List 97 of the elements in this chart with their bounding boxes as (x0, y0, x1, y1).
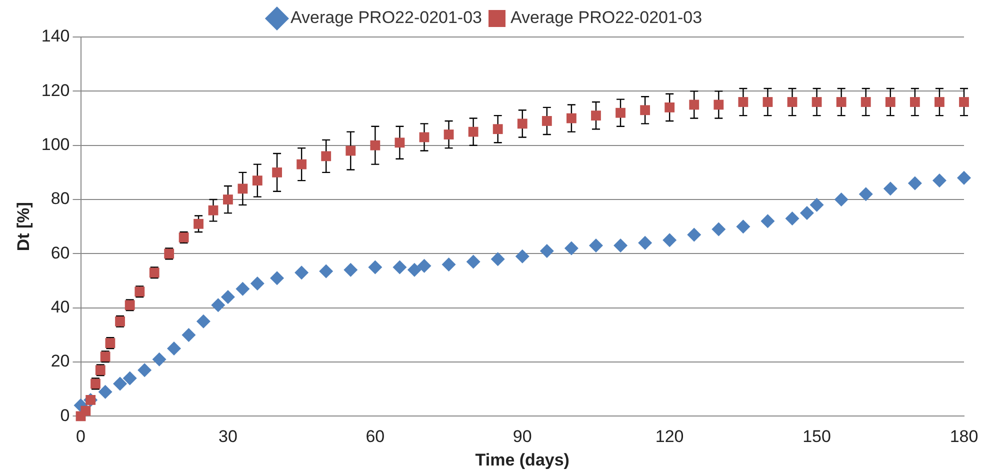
point (662, 233, 677, 248)
point (442, 258, 456, 272)
point (419, 132, 430, 142)
point (417, 258, 432, 273)
point (138, 363, 152, 378)
point (564, 241, 578, 256)
x-tick-label: 0 (76, 427, 86, 446)
point (664, 102, 675, 112)
point (810, 198, 824, 212)
y-tick-label: 20 (50, 352, 70, 371)
legend-label: Average PRO22-0201-03 (290, 8, 482, 28)
x-tick-label: 180 (950, 427, 978, 446)
x-tick-label: 90 (512, 427, 532, 446)
point (392, 260, 407, 274)
point (812, 97, 822, 107)
point (932, 174, 946, 188)
point (296, 159, 307, 170)
point (468, 126, 478, 137)
y-tick-label: 120 (41, 80, 70, 100)
point (957, 170, 971, 185)
point (760, 214, 775, 228)
point (223, 194, 233, 204)
point (714, 100, 724, 110)
point (407, 262, 422, 277)
point (566, 113, 576, 124)
point (166, 341, 181, 356)
point (368, 260, 382, 274)
point (238, 184, 248, 194)
point (736, 220, 750, 234)
point (80, 406, 91, 416)
x-tick-label: 150 (802, 427, 831, 446)
point (800, 206, 814, 220)
legend-label: Average PRO22-0201-03 (510, 8, 702, 28)
point (934, 97, 944, 107)
point (640, 105, 650, 116)
point (252, 176, 262, 186)
point (211, 298, 226, 312)
point (321, 151, 332, 162)
y-tick-label: 100 (41, 135, 70, 154)
y-tick-label: 140 (41, 26, 70, 46)
point (959, 97, 969, 107)
point (787, 97, 798, 107)
point (762, 97, 773, 107)
point (540, 244, 554, 258)
point (883, 182, 898, 196)
point (98, 384, 112, 399)
point (294, 266, 309, 280)
y-tick-label: 80 (50, 189, 70, 208)
x-tick-label: 30 (218, 427, 238, 446)
point (490, 252, 505, 266)
point (196, 314, 210, 328)
point (687, 228, 702, 242)
point (394, 138, 405, 148)
point (517, 118, 528, 129)
y-axis-title: Dt [%] (14, 202, 33, 252)
point (712, 222, 726, 236)
point (220, 290, 235, 304)
point (638, 236, 652, 250)
point (860, 97, 871, 107)
point (466, 254, 480, 269)
point (515, 249, 530, 264)
point (858, 187, 873, 202)
point (344, 262, 358, 277)
point (836, 97, 846, 107)
point (908, 176, 922, 190)
point (885, 97, 896, 107)
point (616, 108, 626, 118)
point (785, 211, 800, 226)
point (444, 130, 454, 140)
point (346, 146, 356, 156)
point (542, 116, 552, 126)
y-tick-label: 0 (60, 406, 70, 425)
point (113, 376, 128, 391)
point (236, 282, 250, 296)
point (122, 371, 137, 386)
point (208, 205, 218, 216)
point (588, 238, 603, 253)
point (910, 97, 920, 107)
point (738, 97, 748, 107)
x-axis-title: Time (days) (475, 450, 570, 470)
point (182, 328, 196, 342)
point (194, 218, 204, 229)
point (270, 271, 284, 286)
point (689, 100, 700, 110)
point (834, 192, 848, 207)
point (250, 276, 264, 290)
point (152, 352, 166, 366)
point (370, 140, 380, 150)
point (319, 264, 334, 278)
x-tick-label: 60 (366, 427, 385, 446)
point (614, 238, 628, 253)
point (591, 110, 601, 120)
y-tick-label: 60 (50, 243, 70, 262)
point (272, 167, 282, 178)
x-tick-label: 120 (655, 427, 684, 446)
y-tick-label: 40 (50, 298, 70, 317)
point (492, 124, 503, 134)
